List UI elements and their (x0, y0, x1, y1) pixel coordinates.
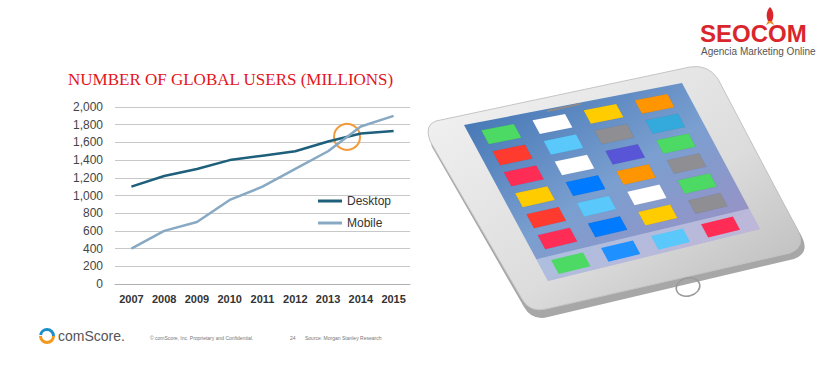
svg-text:1,800: 1,800 (73, 118, 103, 132)
svg-text:Desktop: Desktop (347, 194, 391, 208)
svg-text:600: 600 (83, 224, 103, 238)
svg-text:2012: 2012 (283, 293, 307, 305)
svg-text:2008: 2008 (152, 293, 176, 305)
svg-text:2007: 2007 (119, 293, 143, 305)
svg-text:Mobile: Mobile (347, 216, 383, 230)
html-text:© comScore, Inc. Proprietary a: © comScore, Inc. Proprietary and Confide… (150, 335, 254, 341)
svg-text:1,600: 1,600 (73, 135, 103, 149)
svg-text:0: 0 (96, 277, 103, 291)
svg-text:2010: 2010 (217, 293, 241, 305)
svg-text:1,000: 1,000 (73, 189, 103, 203)
svg-text:2,000: 2,000 (73, 100, 103, 114)
svg-text:NUMBER OF GLOBAL USERS (MILLIO: NUMBER OF GLOBAL USERS (MILLIONS) (68, 70, 393, 89)
html-text:Agencia Marketing Online: Agencia Marketing Online (701, 46, 816, 57)
svg-text:2013: 2013 (316, 293, 340, 305)
svg-text:1,200: 1,200 (73, 171, 103, 185)
svg-text:2011: 2011 (251, 293, 275, 305)
svg-text:2015: 2015 (381, 293, 405, 305)
html-text:comScore.: comScore. (58, 328, 125, 344)
svg-text:2009: 2009 (185, 293, 209, 305)
html-text:24: 24 (290, 335, 296, 341)
svg-text:200: 200 (83, 259, 103, 273)
html-text:Source: Morgan Stanley Researc: Source: Morgan Stanley Research (305, 335, 382, 341)
svg-text:800: 800 (83, 206, 103, 220)
svg-text:400: 400 (83, 242, 103, 256)
svg-text:1,400: 1,400 (73, 153, 103, 167)
svg-text:2014: 2014 (349, 293, 374, 305)
html-text:SEOCOM: SEOCOM (700, 20, 807, 47)
